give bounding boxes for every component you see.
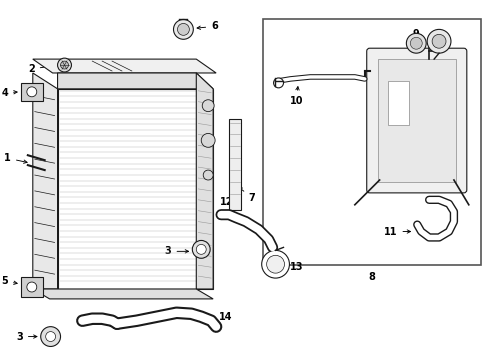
Circle shape — [57, 58, 72, 72]
Circle shape — [61, 61, 69, 69]
Polygon shape — [57, 89, 213, 289]
Text: 8: 8 — [368, 272, 375, 282]
Text: 5: 5 — [1, 276, 17, 286]
Text: 12: 12 — [220, 197, 233, 214]
Circle shape — [27, 282, 37, 292]
Polygon shape — [229, 118, 241, 210]
Bar — [378, 59, 456, 182]
Polygon shape — [21, 277, 43, 297]
Circle shape — [203, 170, 213, 180]
Circle shape — [406, 33, 426, 53]
Polygon shape — [33, 59, 216, 73]
Circle shape — [46, 332, 55, 342]
Text: 4: 4 — [1, 88, 17, 98]
Text: 6: 6 — [197, 21, 218, 31]
Text: 11: 11 — [384, 226, 411, 237]
Text: 3: 3 — [165, 246, 189, 256]
Circle shape — [27, 87, 37, 97]
Text: 7: 7 — [239, 187, 256, 203]
Circle shape — [262, 250, 290, 278]
Circle shape — [432, 34, 446, 48]
Circle shape — [267, 255, 285, 273]
Circle shape — [173, 19, 194, 39]
Text: 13: 13 — [266, 262, 304, 272]
Text: 9: 9 — [413, 29, 424, 39]
Circle shape — [202, 100, 214, 112]
Circle shape — [193, 240, 210, 258]
Text: 3: 3 — [16, 332, 37, 342]
Circle shape — [410, 37, 422, 49]
Circle shape — [201, 134, 215, 147]
Text: 14: 14 — [210, 312, 233, 322]
Polygon shape — [33, 289, 213, 299]
Circle shape — [177, 23, 189, 35]
FancyBboxPatch shape — [367, 48, 467, 193]
Text: 10: 10 — [290, 87, 303, 106]
Bar — [263, 19, 481, 265]
Polygon shape — [57, 73, 213, 89]
Polygon shape — [33, 73, 57, 289]
Polygon shape — [196, 73, 213, 289]
Text: 1: 1 — [4, 153, 27, 163]
Polygon shape — [21, 83, 43, 101]
Circle shape — [41, 327, 61, 346]
Text: 2: 2 — [28, 64, 55, 74]
Circle shape — [196, 244, 206, 254]
Circle shape — [427, 30, 451, 53]
Circle shape — [273, 78, 284, 88]
Bar — [388, 81, 409, 126]
